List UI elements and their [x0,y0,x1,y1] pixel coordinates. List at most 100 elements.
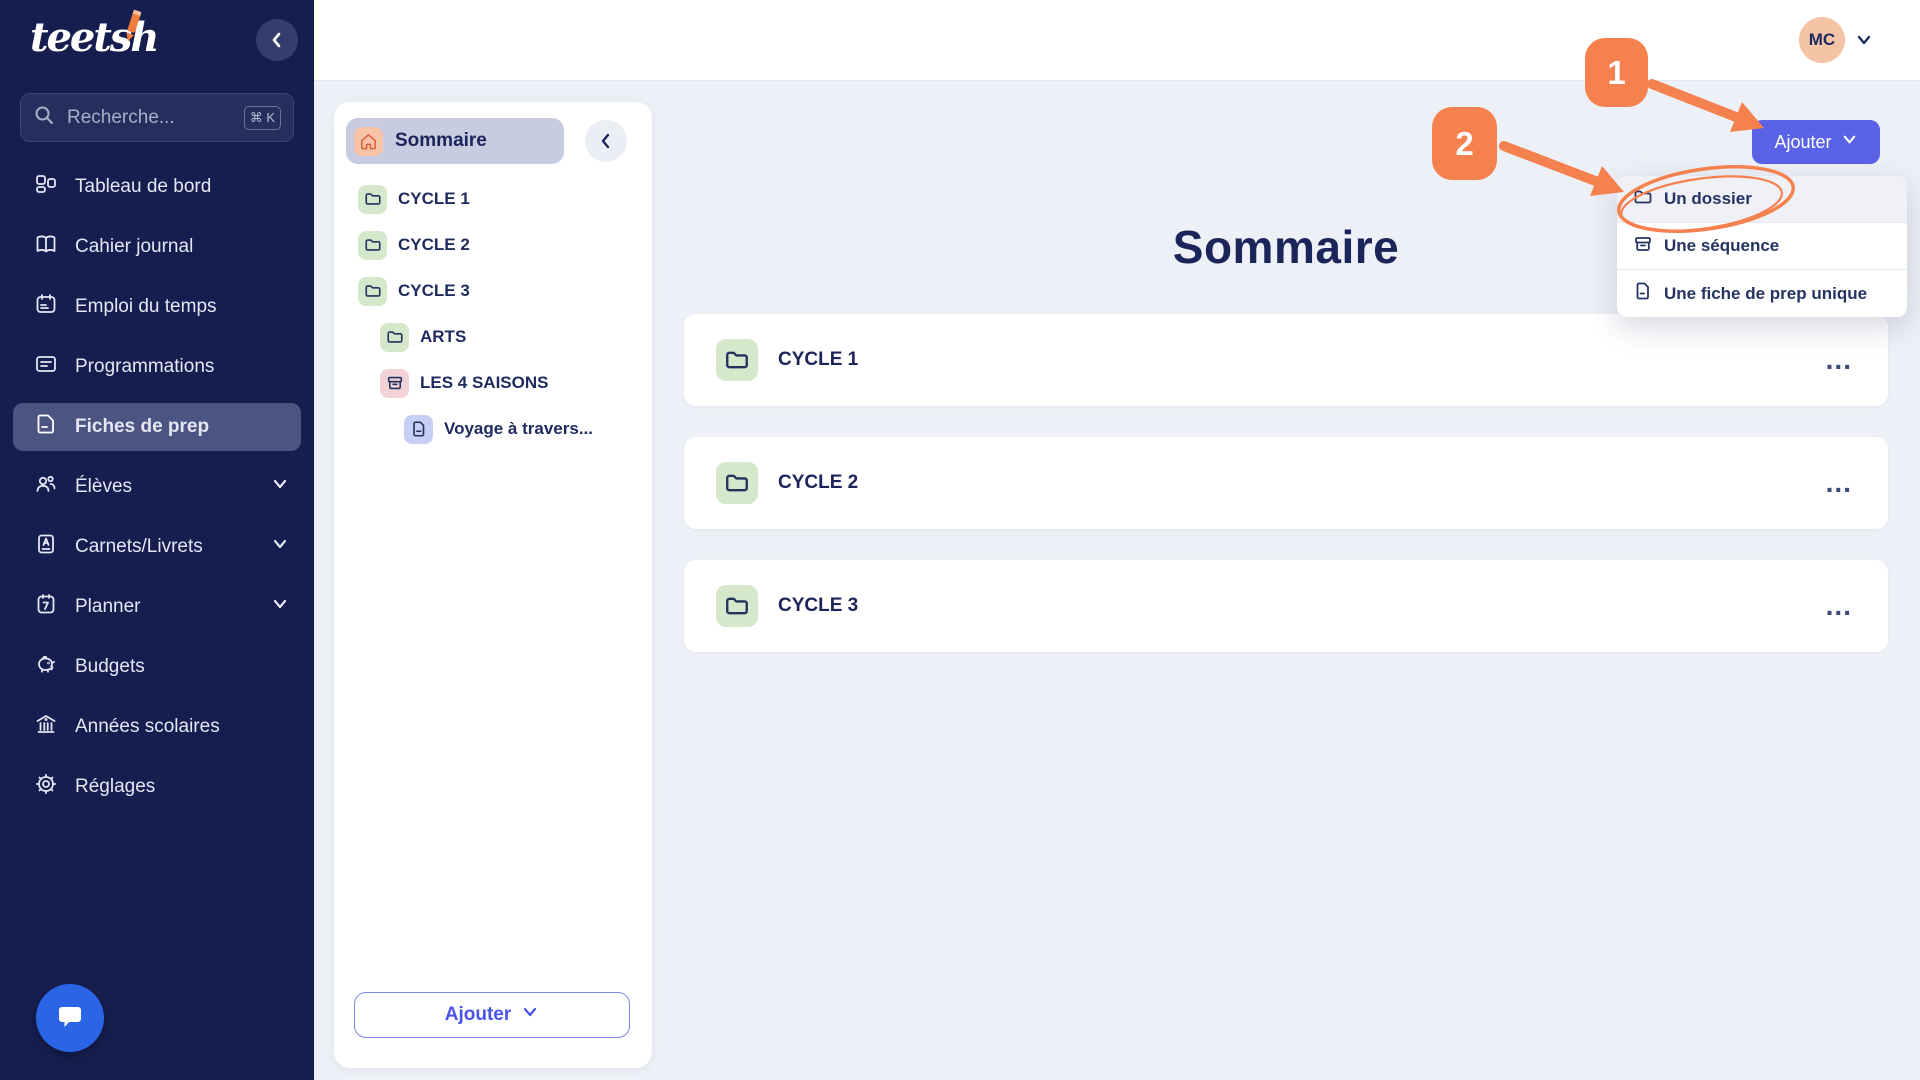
sidebar-item-label: Carnets/Livrets [75,536,203,557]
sidebar-item-eleves[interactable]: Élèves [13,463,301,511]
tree-item-sommaire[interactable]: Sommaire [346,118,564,164]
sidebar: teetsh ⌘ K Tableau de bord Cahier journa… [0,0,314,1080]
search-box[interactable]: ⌘ K [20,93,294,142]
menu-item-une-fiche-de-prep-unique[interactable]: Une fiche de prep unique [1617,270,1907,317]
folder-icon [1633,187,1653,212]
sidebar-item-budgets[interactable]: Budgets [13,643,301,691]
home-icon [354,126,383,156]
tree-item-cycle-3[interactable]: CYCLE 3 [334,276,652,306]
file-icon [34,412,58,442]
top-bar: MC [314,0,1920,81]
sequence-icon [1633,234,1653,259]
folder-row-label: CYCLE 2 [778,472,859,493]
menu-item-un-dossier[interactable]: Un dossier [1617,176,1907,223]
sidebar-item-label: Fiches de prep [75,416,210,437]
tree-collapse-button[interactable] [585,120,627,162]
search-icon [33,104,55,131]
chat-bubble-icon [53,999,87,1038]
annotation-step-2-badge: 2 [1432,107,1497,180]
list-card-icon [34,352,58,382]
search-input[interactable] [67,106,232,129]
tree-item-voyage-a-travers[interactable]: Voyage à travers... [334,414,652,444]
tree-item-label: ARTS [420,327,467,346]
sidebar-item-label: Programmations [75,356,215,377]
tree-item-cycle-1[interactable]: CYCLE 1 [334,184,652,214]
logo-pencil-icon [118,7,146,51]
tree-panel: Sommaire CYCLE 1 CYCLE 2 CYCLE 3 ARTS [334,102,652,1068]
tree-list: CYCLE 1 CYCLE 2 CYCLE 3 ARTS LES 4 SAISO… [334,184,652,460]
folder-row-label: CYCLE 3 [778,595,859,616]
sidebar-item-emploi-du-temps[interactable]: Emploi du temps [13,283,301,331]
chat-widget-button[interactable] [36,984,104,1052]
chevron-down-icon [1841,131,1858,153]
sidebar-item-label: Budgets [75,656,145,677]
tree-item-label: CYCLE 1 [398,189,470,208]
dashboard-icon [34,172,58,202]
folder-icon [380,322,409,352]
folder-row-cycle-1[interactable]: CYCLE 1 ... [684,314,1888,406]
folder-icon [716,585,758,627]
chevron-down-icon [271,475,289,499]
sidebar-collapse-button[interactable] [256,19,298,61]
tree-item-cycle-2[interactable]: CYCLE 2 [334,230,652,260]
document-icon [1633,281,1653,306]
folder-row-cycle-2[interactable]: CYCLE 2 ... [684,437,1888,529]
search-shortcut-badge: ⌘ K [243,105,281,130]
chevron-down-icon [271,535,289,559]
menu-item-label: Une séquence [1664,236,1780,255]
menu-item-label: Une fiche de prep unique [1664,283,1868,303]
sequence-icon [380,368,409,398]
folder-row-cycle-3[interactable]: CYCLE 3 ... [684,560,1888,652]
add-button[interactable]: Ajouter [1752,120,1880,164]
menu-item-une-sequence[interactable]: Une séquence [1617,223,1907,270]
tree-add-button-label: Ajouter [444,1004,512,1025]
sidebar-nav: Tableau de bord Cahier journal Emploi du… [0,163,314,823]
calendar-icon [34,292,58,322]
sidebar-item-fiches-de-prep[interactable]: Fiches de prep [13,403,301,451]
user-avatar[interactable]: MC [1799,17,1845,63]
school-building-icon [34,712,58,742]
sidebar-item-label: Cahier journal [75,236,194,257]
document-icon [404,414,433,444]
chevron-down-icon [521,1003,539,1027]
avatar-chevron-down-icon[interactable] [1854,30,1874,55]
sidebar-item-label: Planner [75,596,141,617]
sidebar-item-label: Années scolaires [75,716,220,737]
page-title: Sommaire [1172,221,1400,273]
menu-item-label: Un dossier [1664,189,1752,208]
folder-icon [716,462,758,504]
notebook-icon [34,532,58,562]
sidebar-item-cahier-journal[interactable]: Cahier journal [13,223,301,271]
tree-item-les-4-saisons[interactable]: LES 4 SAISONS [334,368,652,398]
folder-icon [716,339,758,381]
sidebar-item-annees-scolaires[interactable]: Années scolaires [13,703,301,751]
gear-icon [34,772,58,802]
sidebar-item-reglages[interactable]: Réglages [13,763,301,811]
students-icon [34,472,58,502]
chevron-down-icon [271,595,289,619]
sidebar-item-label: Tableau de bord [75,176,212,197]
tree-item-label: CYCLE 2 [398,235,470,254]
tree-item-label: CYCLE 3 [398,281,470,300]
add-button-label: Ajouter [1774,131,1832,152]
sidebar-item-label: Élèves [75,476,133,497]
sidebar-item-programmations[interactable]: Programmations [13,343,301,391]
sidebar-item-label: Réglages [75,776,156,797]
folder-icon [358,184,387,214]
sidebar-item-planner[interactable]: Planner [13,583,301,631]
sidebar-item-tableau-de-bord[interactable]: Tableau de bord [13,163,301,211]
tree-add-button[interactable]: Ajouter [354,992,630,1038]
open-book-icon [34,232,58,262]
sidebar-item-carnets-livrets[interactable]: Carnets/Livrets [13,523,301,571]
folder-icon [358,276,387,306]
add-dropdown-menu: Un dossier Une séquence Une fiche de pre… [1617,176,1907,317]
piggy-bank-icon [34,652,58,682]
tree-item-arts[interactable]: ARTS [334,322,652,352]
folder-row-label: CYCLE 1 [778,349,859,370]
planner-icon [34,592,58,622]
sidebar-item-label: Emploi du temps [75,296,217,317]
folder-icon [358,230,387,260]
tree-root-label: Sommaire [395,130,487,151]
tree-item-label: Voyage à travers... [444,419,593,438]
